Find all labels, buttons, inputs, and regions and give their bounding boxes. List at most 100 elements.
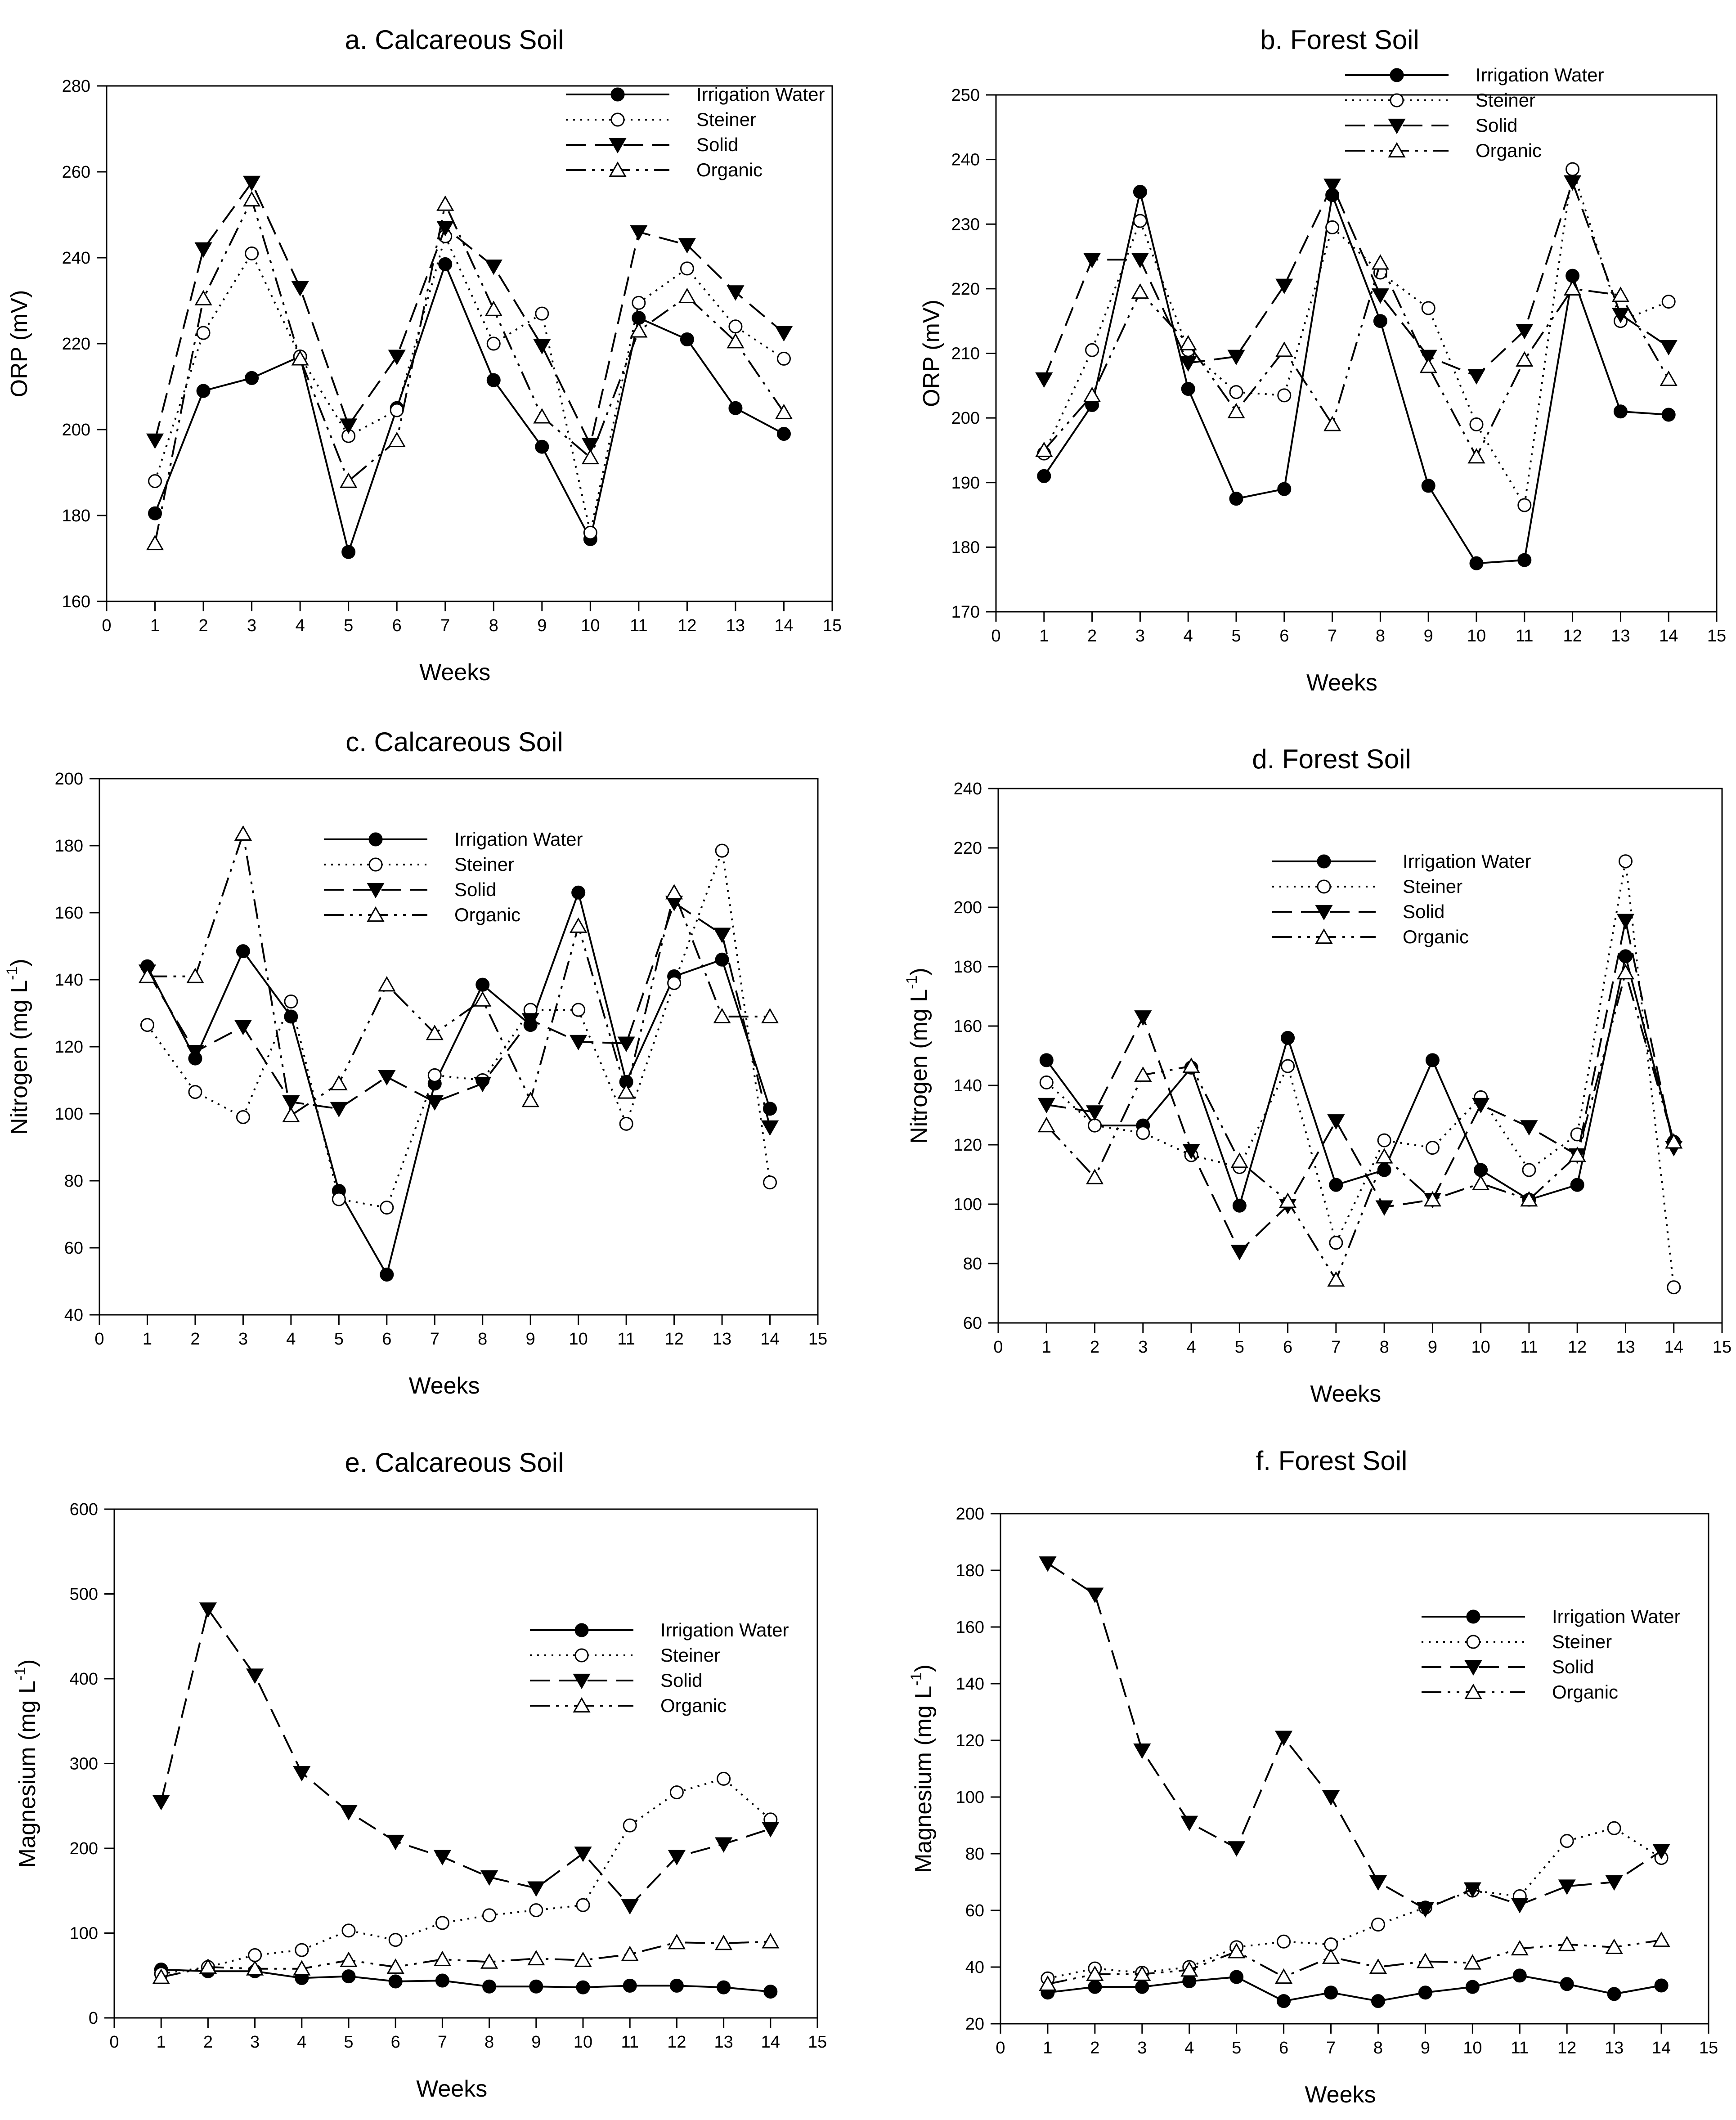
organic-marker — [138, 968, 157, 983]
x-tick-label: 7 — [430, 1330, 440, 1349]
legend-label: Steiner — [454, 854, 514, 875]
steiner-marker — [1039, 1075, 1054, 1089]
x-tick-label: 13 — [713, 1330, 731, 1349]
solid-marker — [1652, 1844, 1670, 1860]
x-tick-label: 7 — [1326, 2039, 1336, 2057]
irrigation-water-marker — [1088, 1980, 1102, 1994]
panel-title: e. Calcareous Soil — [345, 1448, 564, 1478]
steiner-marker — [236, 1110, 250, 1124]
legend-label: Steiner — [1476, 90, 1535, 111]
legend-irrigation-water-marker — [610, 87, 625, 102]
x-tick-label: 4 — [296, 616, 305, 635]
y-axis-label-superscript: -1 — [903, 976, 920, 989]
legend-solid-marker — [1388, 118, 1406, 134]
organic-marker — [1279, 1192, 1297, 1208]
solid-line — [1043, 179, 1669, 380]
y-tick-label: 400 — [70, 1670, 98, 1689]
organic-marker — [630, 322, 648, 338]
x-tick-label: 4 — [1186, 1338, 1196, 1357]
solid-marker — [1133, 1743, 1151, 1759]
irrigation-water-marker — [1469, 556, 1484, 570]
irrigation-water-marker — [1135, 1980, 1149, 1994]
irrigation-water-marker — [1324, 1986, 1338, 2000]
solid-marker — [1375, 1200, 1393, 1216]
y-tick-label: 80 — [64, 1172, 83, 1191]
y-axis-label-main: Magnesium (mg L — [911, 1686, 937, 1873]
legend: Irrigation Water Steiner Solid Organic — [1272, 851, 1531, 947]
irrigation-water-marker — [380, 1268, 394, 1282]
x-tick-label: 3 — [1135, 627, 1145, 645]
x-tick-label: 8 — [1380, 1338, 1389, 1357]
x-tick-label: 6 — [1279, 627, 1289, 645]
solid-series — [152, 1602, 780, 1915]
y-tick-label: 140 — [55, 971, 83, 990]
y-tick-label: 240 — [62, 249, 90, 268]
steiner-marker — [380, 1201, 394, 1215]
organic-marker — [775, 403, 793, 419]
steiner-marker — [427, 1068, 442, 1082]
steiner-marker — [1088, 1118, 1102, 1133]
irrigation-water-series — [1037, 184, 1676, 570]
x-tick-label: 6 — [391, 2033, 400, 2052]
irrigation-water-marker — [623, 1978, 637, 1993]
solid-marker — [727, 285, 745, 301]
solid-marker — [246, 1668, 264, 1684]
solid-marker — [630, 225, 648, 241]
organic-marker — [484, 300, 502, 316]
x-tick-label: 15 — [823, 616, 842, 635]
steiner-marker — [583, 525, 597, 540]
steiner-marker — [1425, 1141, 1440, 1155]
data-series — [1035, 162, 1678, 570]
solid-marker — [1467, 369, 1485, 385]
solid-marker — [378, 1070, 396, 1086]
x-tick-label: 6 — [1279, 2039, 1288, 2057]
solid-marker — [715, 1837, 733, 1853]
x-tick-label: 6 — [1283, 1338, 1292, 1357]
y-tick-label: 240 — [951, 151, 980, 170]
x-tick-label: 14 — [1664, 1338, 1683, 1357]
legend-steiner-marker — [574, 1648, 589, 1663]
organic-marker — [1369, 1958, 1387, 1974]
steiner-series — [1039, 854, 1681, 1295]
irrigation-water-marker — [1329, 1178, 1343, 1192]
organic-line — [1047, 1939, 1662, 1985]
y-tick-label: 200 — [954, 898, 982, 917]
x-tick-label: 1 — [1039, 627, 1049, 645]
x-axis-label: Weeks — [1306, 670, 1377, 696]
steiner-marker — [619, 1116, 633, 1131]
x-tick-label: 12 — [1563, 627, 1582, 645]
legend-solid-marker — [1464, 1660, 1482, 1676]
x-tick-label: 9 — [1421, 2039, 1430, 2057]
legend-label: Irrigation Water — [1403, 851, 1531, 872]
y-tick-label: 200 — [70, 1839, 98, 1858]
x-tick-label: 14 — [1652, 2039, 1671, 2057]
x-tick-label: 5 — [1231, 627, 1241, 645]
solid-marker — [1322, 1790, 1340, 1806]
irrigation-water-marker — [1377, 1163, 1391, 1177]
steiner-marker — [245, 246, 259, 260]
organic-marker — [330, 1075, 348, 1091]
panel-c-calcareous-nitrogen: c. Calcareous Soil Weeks Nitrogen (mg L-… — [4, 727, 827, 1399]
solid-marker — [1182, 1144, 1200, 1160]
steiner-marker — [1661, 295, 1676, 309]
legend-steiner-marker — [1317, 879, 1331, 894]
organic-marker — [1180, 1961, 1198, 1977]
y-axis-label-end: ) — [14, 1659, 40, 1667]
y-tick-label: 120 — [55, 1038, 83, 1057]
organic-marker — [426, 1025, 444, 1040]
irrigation-water-marker — [438, 257, 453, 271]
irrigation-water-marker — [1133, 184, 1147, 199]
legend-label: Irrigation Water — [454, 829, 583, 850]
x-tick-label: 15 — [1699, 2039, 1718, 2057]
steiner-marker — [486, 336, 501, 351]
x-tick-label: 9 — [1428, 1338, 1437, 1357]
y-axis-label-end: ) — [6, 959, 32, 966]
organic-marker — [1375, 1148, 1393, 1164]
data-series — [146, 175, 793, 559]
axis-ticks: 0 1 2 3 4 5 6 7 8 9 10 11 12 13 14 15160180200220240260… — [62, 77, 842, 635]
legend-irrigation-water-marker — [1390, 68, 1404, 82]
organic-marker — [1230, 1152, 1248, 1168]
x-tick-label: 14 — [761, 2033, 780, 2052]
solid-marker — [243, 175, 261, 192]
x-axis-label: Weeks — [409, 1373, 480, 1399]
